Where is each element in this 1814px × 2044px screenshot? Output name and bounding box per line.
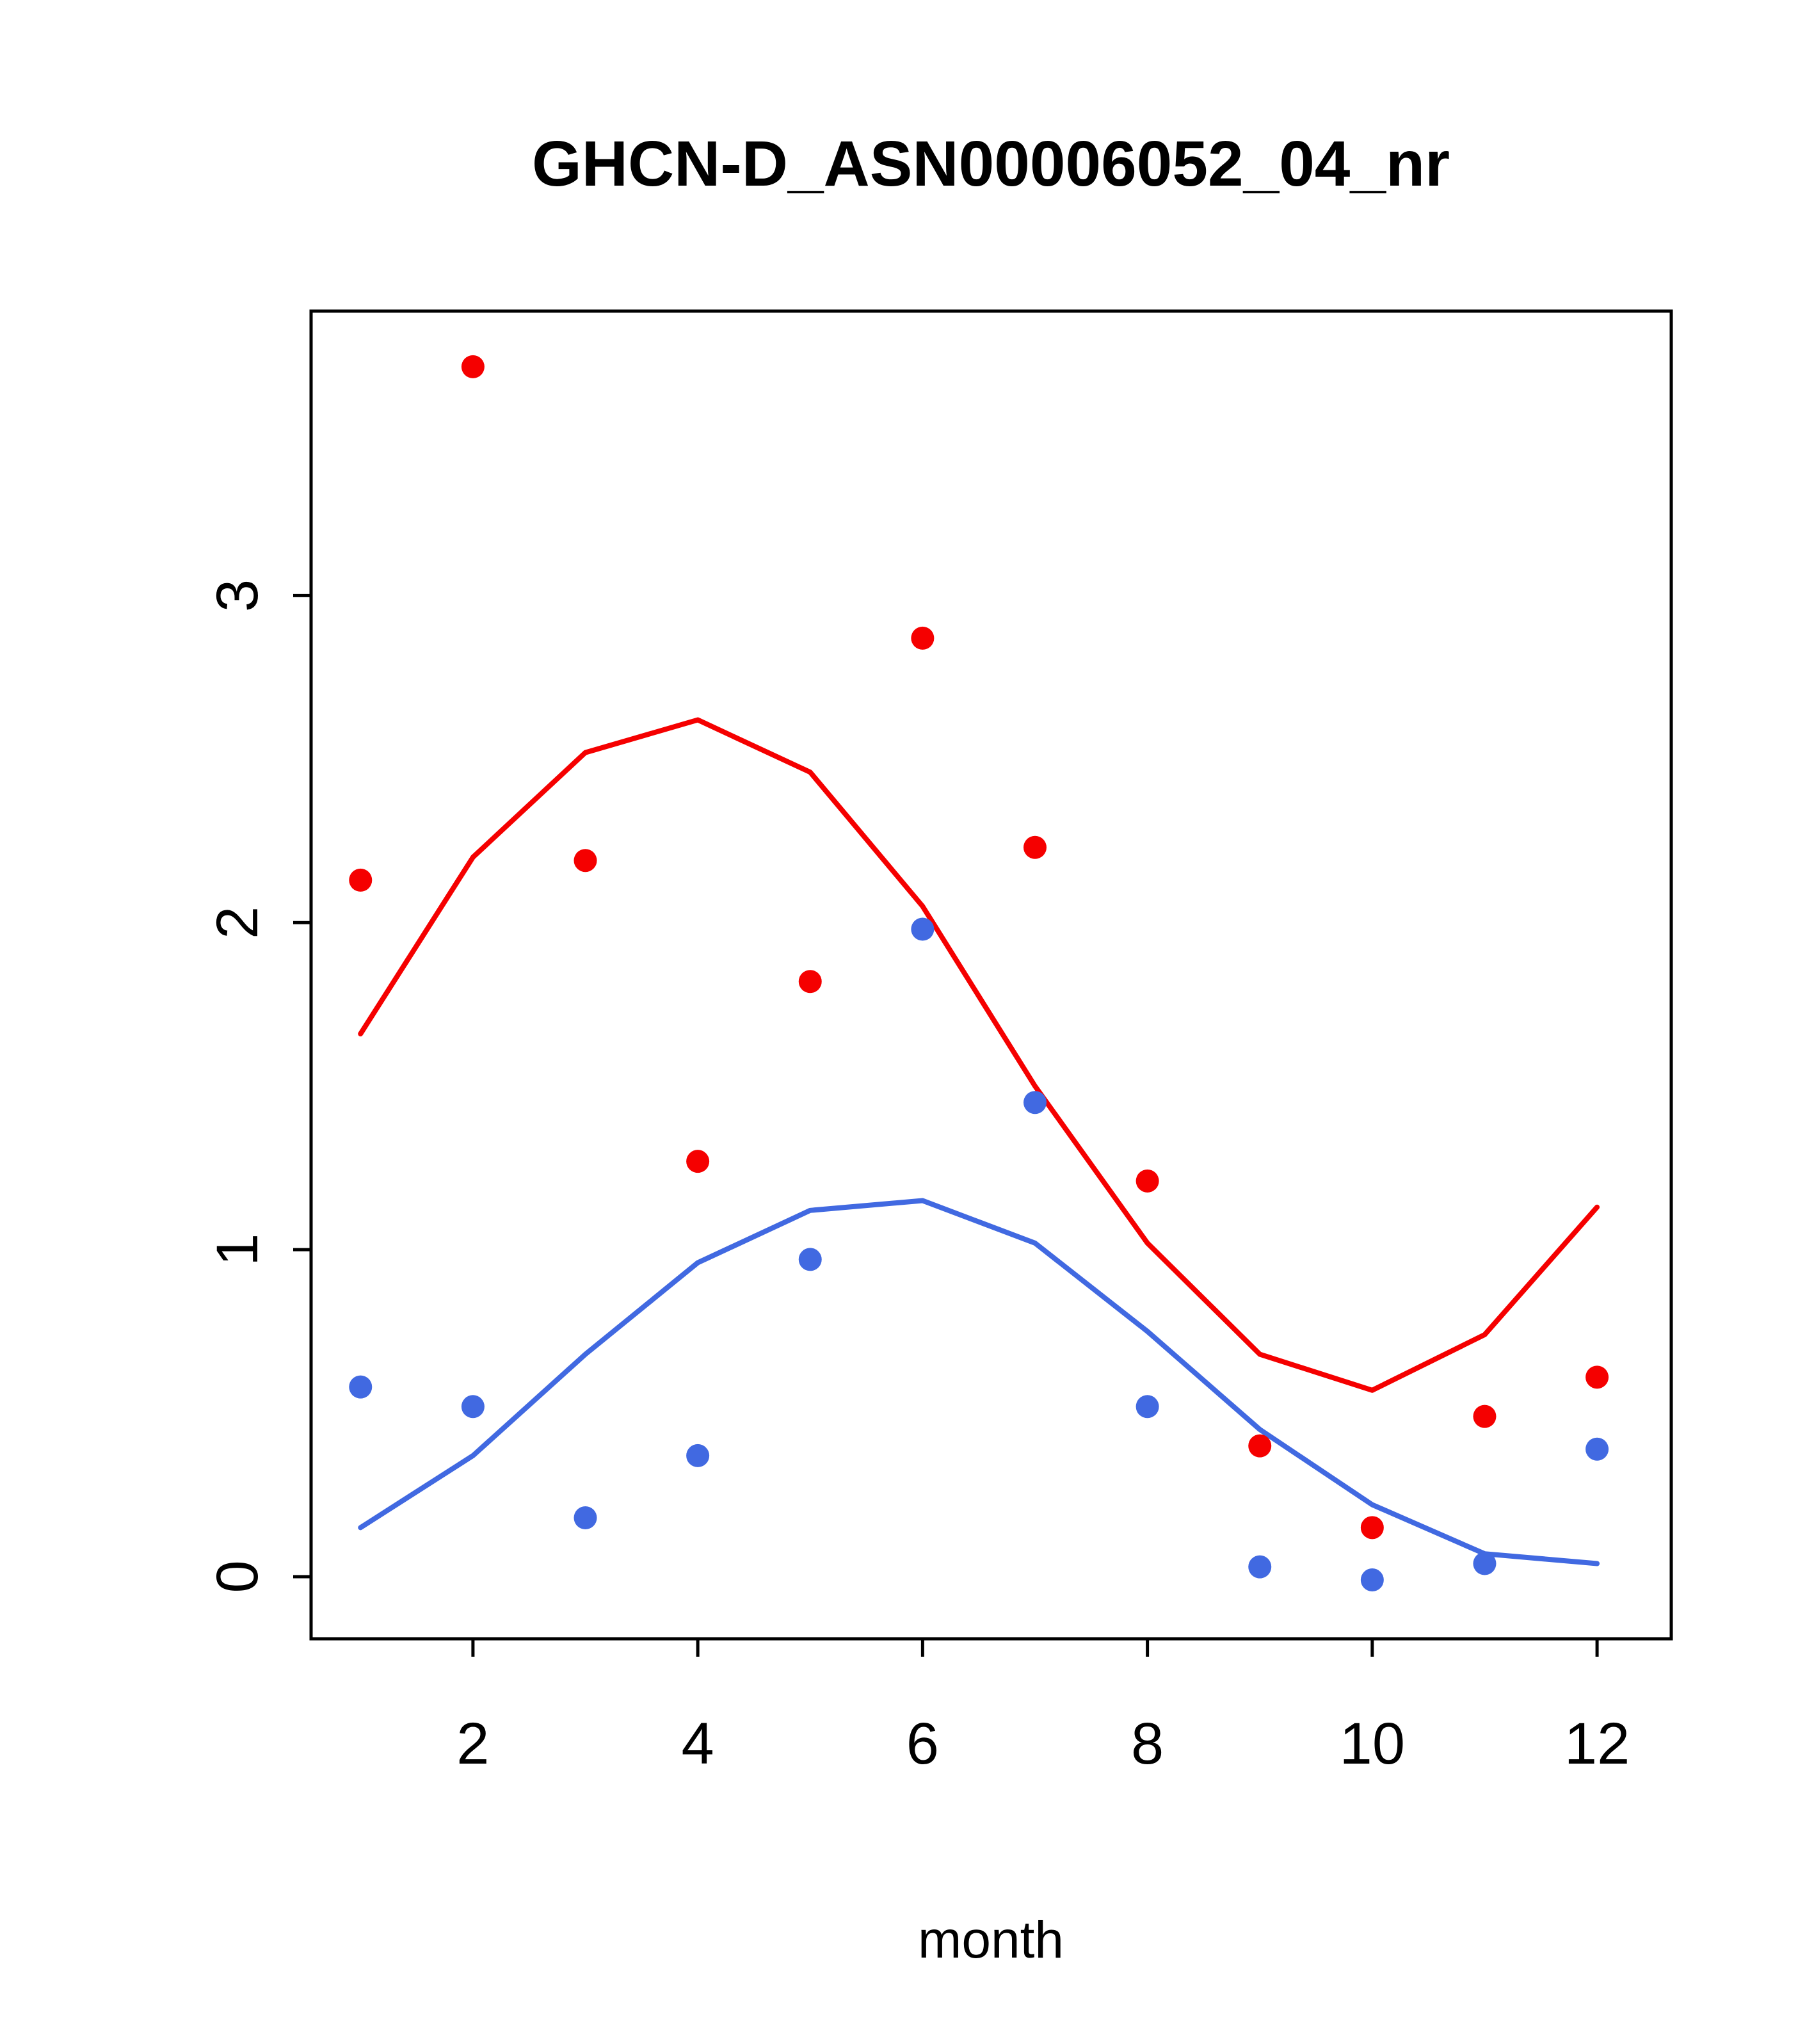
blue-data-point bbox=[461, 1395, 485, 1419]
x-axis-tick-label: 12 bbox=[1564, 1711, 1630, 1776]
blue-data-point bbox=[1360, 1568, 1384, 1592]
y-axis-tick-label: 3 bbox=[205, 579, 270, 612]
plot-box bbox=[309, 309, 1673, 1641]
blue-data-point bbox=[1585, 1437, 1609, 1461]
x-axis-tick-label: 2 bbox=[456, 1711, 489, 1776]
blue-data-point bbox=[574, 1506, 597, 1529]
red-data-point bbox=[686, 1150, 710, 1173]
red-smooth-line bbox=[358, 717, 1600, 1393]
blue-data-point bbox=[1473, 1552, 1497, 1575]
red-data-point bbox=[1473, 1404, 1497, 1428]
x-axis-tick-label: 4 bbox=[682, 1711, 714, 1776]
red-data-point bbox=[1023, 835, 1047, 859]
x-axis-tick-label: 10 bbox=[1340, 1711, 1405, 1776]
red-data-point bbox=[1248, 1434, 1272, 1458]
blue-data-point bbox=[349, 1375, 373, 1399]
blue-smooth-line bbox=[358, 1198, 1600, 1566]
red-data-point bbox=[574, 849, 597, 873]
red-data-point bbox=[1360, 1516, 1384, 1540]
blue-data-point bbox=[798, 1248, 822, 1271]
y-axis-tick-label: 2 bbox=[205, 906, 270, 939]
x-axis-tick-label: 8 bbox=[1131, 1711, 1164, 1776]
blue-data-point bbox=[1248, 1555, 1272, 1579]
red-data-point bbox=[798, 970, 822, 994]
x-axis-label: month bbox=[918, 1911, 1064, 1969]
red-data-point bbox=[461, 355, 485, 378]
red-data-point bbox=[1585, 1365, 1609, 1389]
chart-title: GHCN-D_ASN00006052_04_nr bbox=[532, 128, 1450, 200]
blue-data-point bbox=[1136, 1395, 1159, 1419]
y-axis-tick-label: 0 bbox=[205, 1560, 270, 1593]
blue-data-point bbox=[686, 1444, 710, 1467]
red-data-point bbox=[1136, 1169, 1159, 1193]
x-axis-tick-label: 6 bbox=[906, 1711, 939, 1776]
red-data-point bbox=[911, 626, 935, 650]
blue-data-point bbox=[911, 917, 935, 941]
red-data-point bbox=[349, 868, 373, 892]
y-axis-tick-label: 1 bbox=[205, 1234, 270, 1266]
blue-data-point bbox=[1023, 1091, 1047, 1115]
